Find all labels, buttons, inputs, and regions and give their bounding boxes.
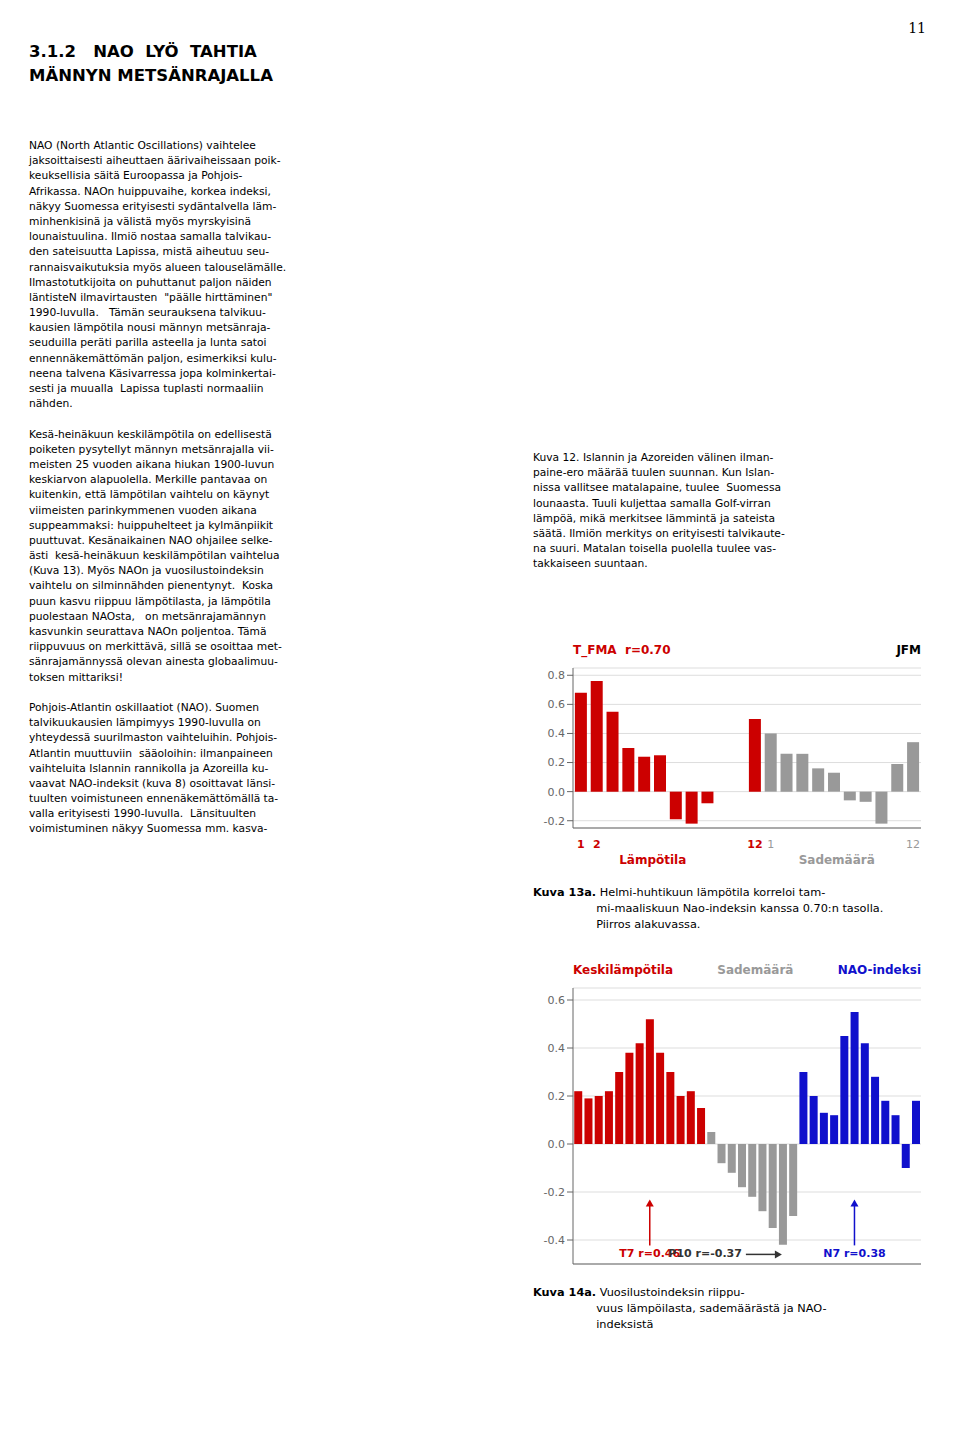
svg-text:0.6: 0.6 bbox=[548, 698, 566, 711]
svg-text:1: 1 bbox=[577, 838, 585, 850]
svg-text:0.0: 0.0 bbox=[548, 786, 566, 799]
svg-text:T7 r=0.46: T7 r=0.46 bbox=[619, 1247, 681, 1261]
svg-text:0.2: 0.2 bbox=[548, 1090, 566, 1103]
svg-text:12: 12 bbox=[747, 838, 762, 850]
html-text:Kuva 12. Islannin ja Azoreiden: Kuva 12. Islannin ja Azoreiden välinen i… bbox=[533, 451, 785, 571]
html-text:NAO-indeksi: NAO-indeksi bbox=[837, 963, 921, 977]
svg-text:0.6: 0.6 bbox=[548, 994, 566, 1007]
svg-text:2: 2 bbox=[593, 838, 601, 850]
svg-text:0.4: 0.4 bbox=[548, 1042, 566, 1055]
html-text:Lämpötila: Lämpötila bbox=[619, 853, 687, 867]
html-text:Kuva 13a. Helmi-huhtikuun lämp: Kuva 13a. Helmi-huhtikuun lämpötila korr… bbox=[533, 886, 884, 931]
html-text:T_FMA r=0.70: T_FMA r=0.70 bbox=[573, 643, 671, 657]
svg-text:-0.4: -0.4 bbox=[544, 1234, 565, 1247]
html-text:11: 11 bbox=[908, 20, 926, 36]
html-text:Keskilämpötila: Keskilämpötila bbox=[573, 963, 674, 977]
svg-text:N7 r=0.38: N7 r=0.38 bbox=[823, 1247, 885, 1260]
html-text:Sademäärä: Sademäärä bbox=[798, 853, 875, 867]
svg-text:1: 1 bbox=[767, 838, 774, 850]
svg-text:0.2: 0.2 bbox=[548, 756, 566, 769]
html-text:Sademäärä: Sademäärä bbox=[717, 963, 794, 977]
svg-text:0.8: 0.8 bbox=[548, 669, 566, 682]
html-text:3.1.2 NAO LYÖ TAHTIA MÄNNYN ME: 3.1.2 NAO LYÖ TAHTIA MÄNNYN METSÄNRAJALL… bbox=[29, 42, 273, 85]
svg-text:P10 r=-0.37: P10 r=-0.37 bbox=[668, 1247, 742, 1260]
svg-text:-0.2: -0.2 bbox=[544, 815, 565, 828]
svg-text:12: 12 bbox=[906, 838, 920, 850]
svg-text:0.4: 0.4 bbox=[548, 727, 566, 740]
svg-text:-0.2: -0.2 bbox=[544, 1186, 565, 1199]
svg-text:0.0: 0.0 bbox=[548, 1138, 566, 1151]
html-text:JFM: JFM bbox=[896, 643, 921, 657]
html-text:Kuva 14a. Vuosilustoindeksin r: Kuva 14a. Vuosilustoindeksin riippu- vuu… bbox=[533, 1286, 827, 1331]
html-text:NAO (North Atlantic Oscillatio: NAO (North Atlantic Oscillations) vaihte… bbox=[29, 139, 287, 836]
